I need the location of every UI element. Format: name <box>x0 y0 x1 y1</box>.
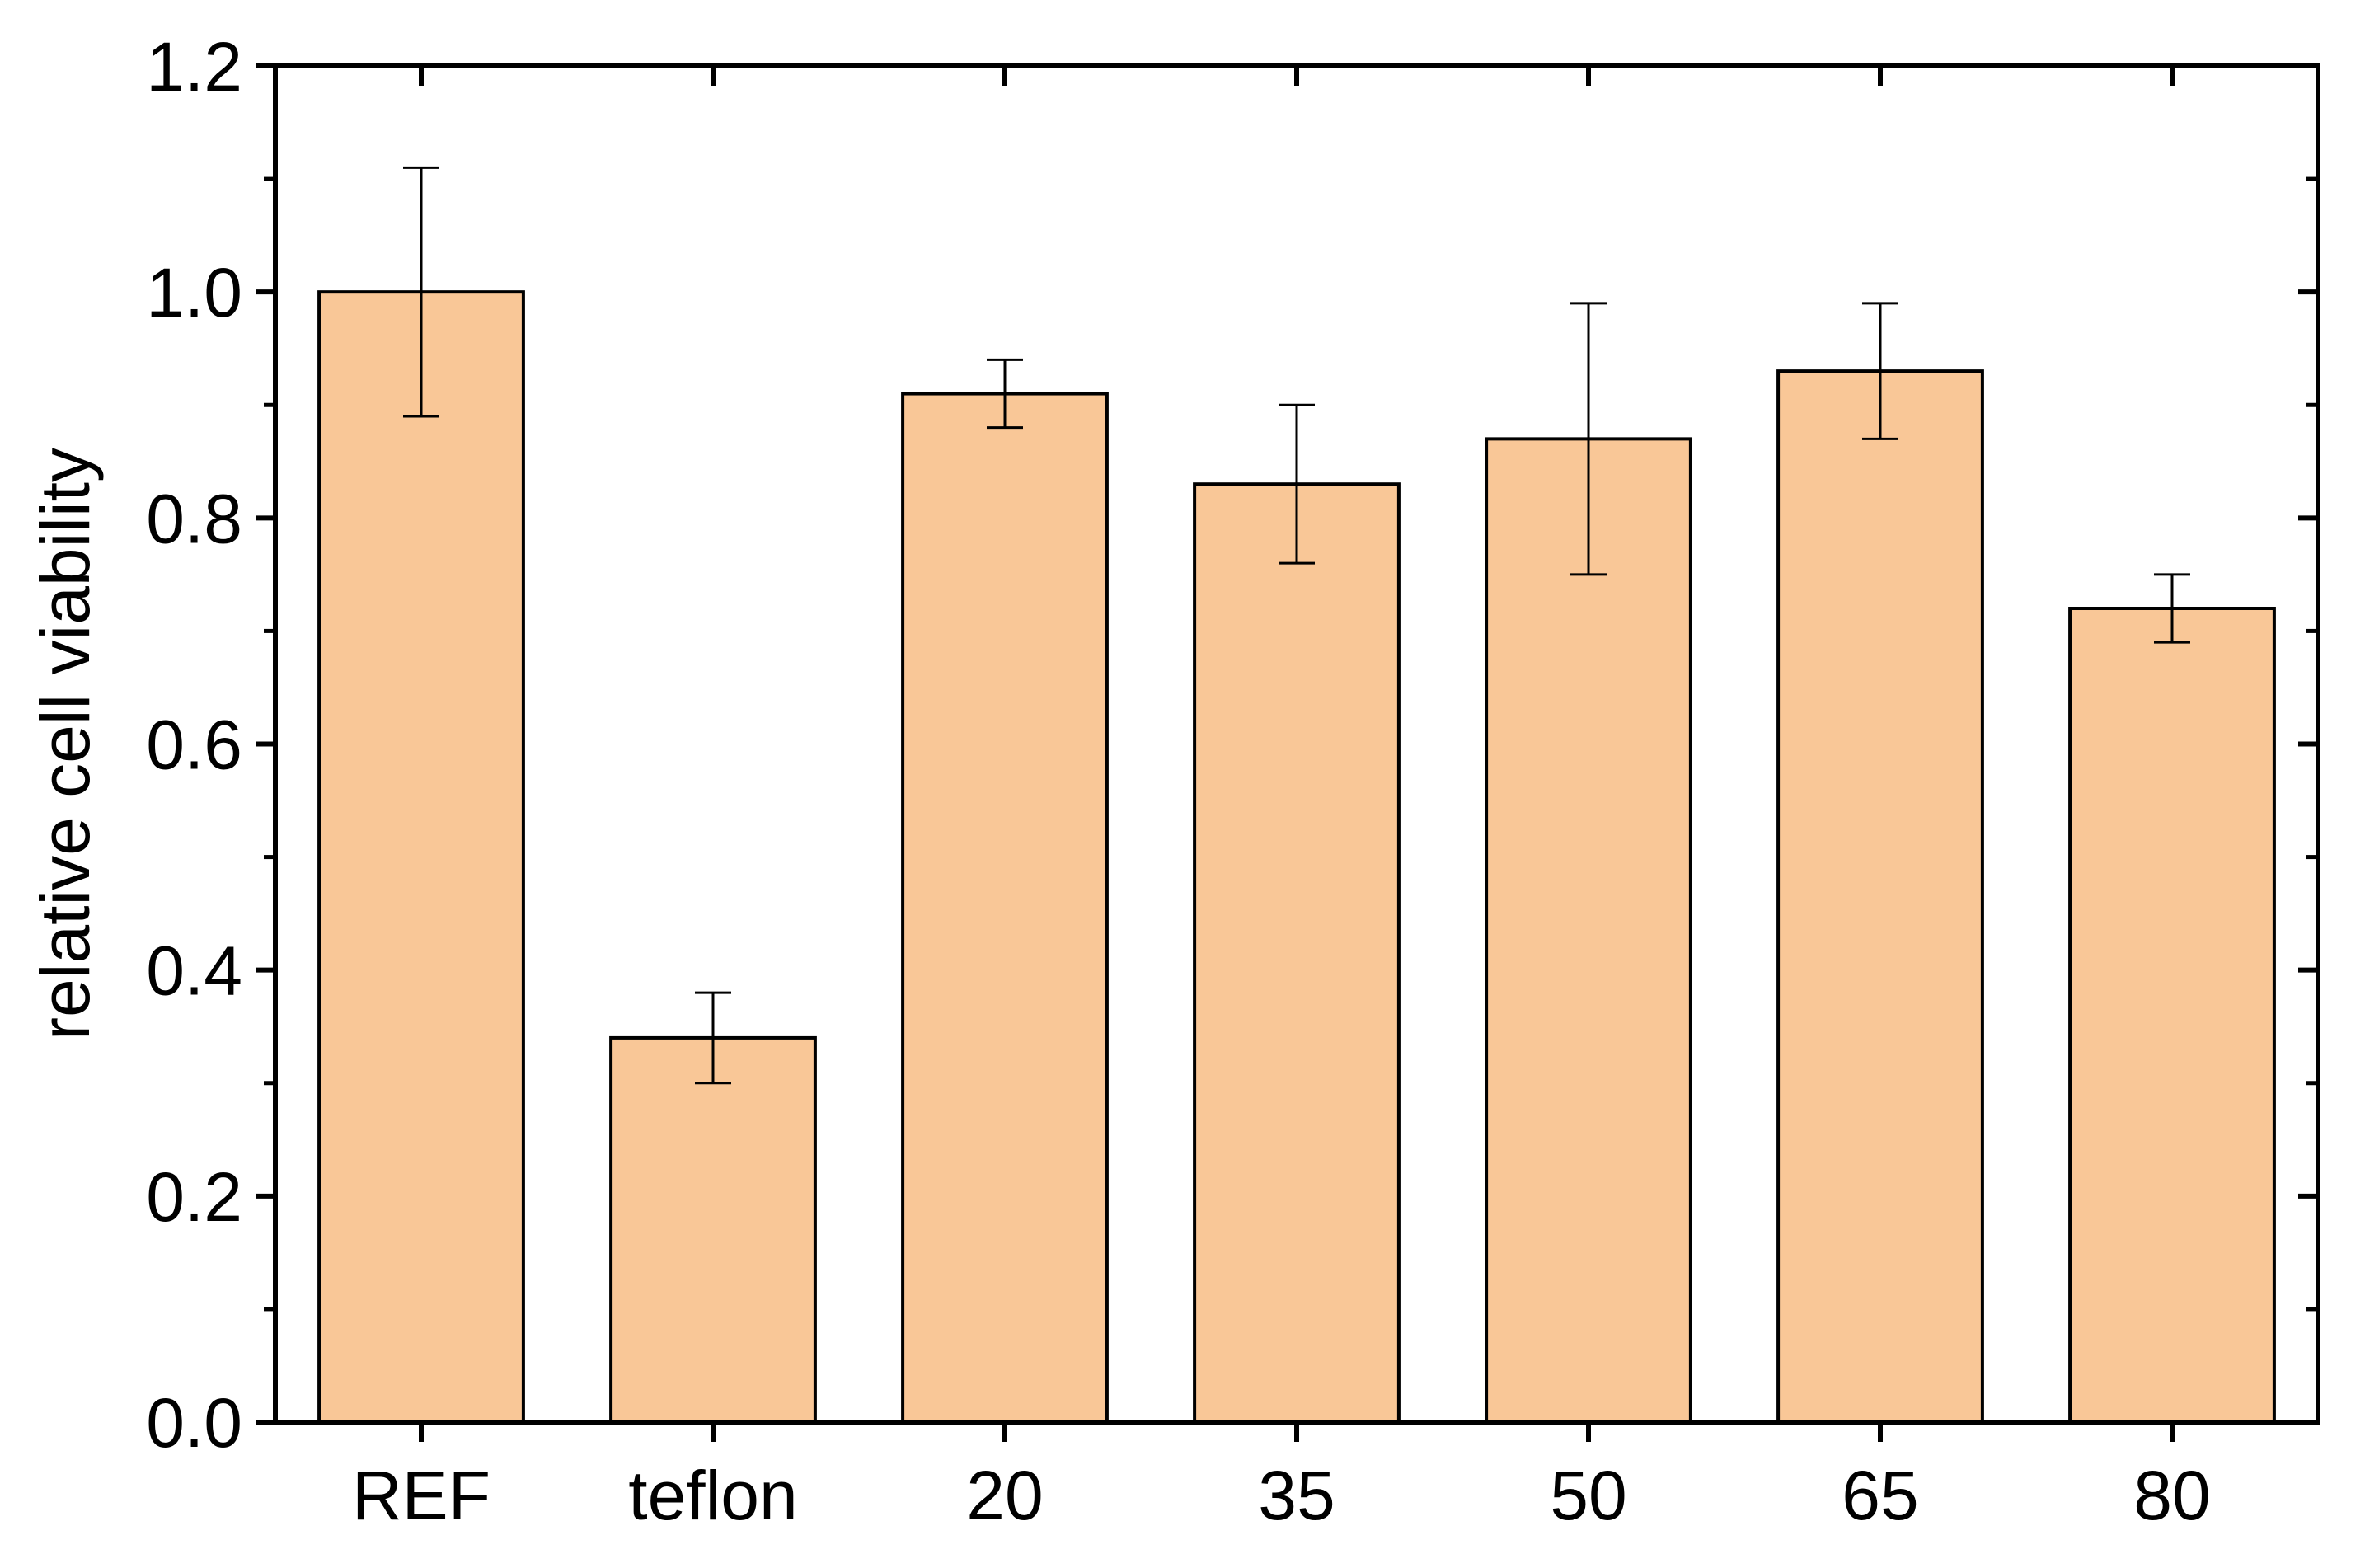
y-tick-labels: 0.0 0.2 0.4 0.6 0.8 1.0 1.2 <box>146 28 242 1462</box>
x-tick-label-REF: REF <box>352 1457 490 1534</box>
bar-35 <box>1193 482 1401 1424</box>
bar-50 <box>1485 437 1692 1424</box>
bars-layer <box>317 290 2276 1425</box>
x-tick-label-65: 65 <box>1842 1457 1918 1534</box>
x-tick-label-80: 80 <box>2133 1457 2210 1534</box>
bar-65 <box>1776 369 1984 1424</box>
y-tick-label-0.4: 0.4 <box>146 932 242 1010</box>
bar-80 <box>2068 607 2276 1424</box>
y-tick-label-0.8: 0.8 <box>146 480 242 557</box>
x-tick-label-35: 35 <box>1258 1457 1335 1534</box>
y-axis-title: relative cell viability <box>26 448 104 1040</box>
y-tick-label-1.2: 1.2 <box>146 28 242 106</box>
error-bars-layer <box>403 166 2190 1085</box>
x-tick-label-50: 50 <box>1550 1457 1626 1534</box>
x-tick-label-20: 20 <box>966 1457 1043 1534</box>
bar-20 <box>901 392 1109 1425</box>
plot-frame <box>273 63 2320 1425</box>
x-tick-labels: REF teflon 20 35 50 65 80 <box>352 1457 2211 1534</box>
y-tick-label-0.6: 0.6 <box>146 707 242 784</box>
y-tick-label-0.0: 0.0 <box>146 1384 242 1462</box>
y-tick-label-0.2: 0.2 <box>146 1158 242 1236</box>
bar-teflon <box>609 1035 817 1424</box>
x-tick-label-teflon: teflon <box>628 1457 798 1534</box>
y-tick-label-1.0: 1.0 <box>146 254 242 331</box>
bar-REF <box>317 290 525 1425</box>
